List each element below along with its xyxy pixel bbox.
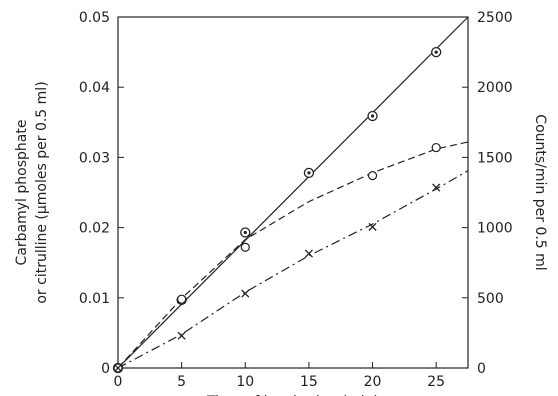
y2-tick-label: 0: [477, 361, 486, 377]
y2-tick-label: 500: [477, 291, 504, 307]
series-lines: [117, 16, 469, 369]
x-tick-label: 0: [114, 374, 123, 390]
series-citrulline-line: [117, 141, 469, 369]
y-tick-label: 0.04: [79, 80, 110, 96]
y-tick-label: 0.02: [79, 221, 110, 237]
series-carbamyl-phosphate-line: [117, 170, 469, 369]
series-carbamyl-phosphate-point: [177, 331, 186, 340]
series-radioactivity-point-dot: [434, 50, 438, 54]
x-axis-title: Time of incubation (min): [206, 394, 379, 396]
series-carbamyl-phosphate-point: [432, 183, 441, 192]
series-radioactivity-point-dot: [370, 114, 375, 118]
series-radioactivity-line: [117, 16, 469, 369]
y-axis-title-line2: or citrulline (µmoles per 0.5 ml): [34, 81, 50, 303]
y-axis-title-line1: Carbamyl phosphate: [14, 120, 30, 266]
series-radioactivity-point-dot: [307, 171, 311, 175]
x-tick-label: 5: [177, 374, 186, 390]
series-carbamyl-phosphate-point: [241, 289, 250, 298]
y-tick-label: 0.05: [79, 10, 110, 26]
y2-tick-label: 2500: [477, 10, 513, 26]
series-citrulline-point: [367, 171, 378, 181]
y2-tick-label: 1000: [477, 221, 513, 237]
y2-axis-title: Counts/min per 0.5 ml: [532, 114, 548, 270]
series-radioactivity-point-dot: [243, 230, 247, 235]
series-citrulline-point: [240, 242, 250, 252]
series-carbamyl-phosphate-point: [368, 222, 377, 231]
series-carbamyl-phosphate-point: [304, 249, 313, 258]
axis-ticks: [117, 16, 468, 369]
x-tick-label: 25: [427, 374, 445, 390]
x-tick-label: 20: [364, 374, 382, 390]
series-citrulline-point: [177, 294, 187, 304]
plot-border: [117, 16, 469, 369]
x-tick-label: 10: [236, 374, 254, 390]
y2-tick-label: 1500: [477, 150, 513, 166]
y-tick-label: 0.03: [79, 150, 110, 166]
axis-labels: 0 5 10 15 20 25 0 0.01 0.02 0.03 0.04 0.05 0 500 1000 1…: [14, 10, 548, 396]
y2-tick-label: 2000: [477, 80, 513, 96]
series-carbamyl-phosphate-point: [113, 363, 123, 373]
y-tick-label: 0: [101, 361, 110, 377]
y-tick-label: 0.01: [79, 291, 110, 307]
x-tick-label: 15: [300, 374, 318, 390]
series-citrulline-point: [431, 142, 441, 153]
plot-frame: [117, 16, 469, 369]
series-markers: [112, 46, 442, 374]
